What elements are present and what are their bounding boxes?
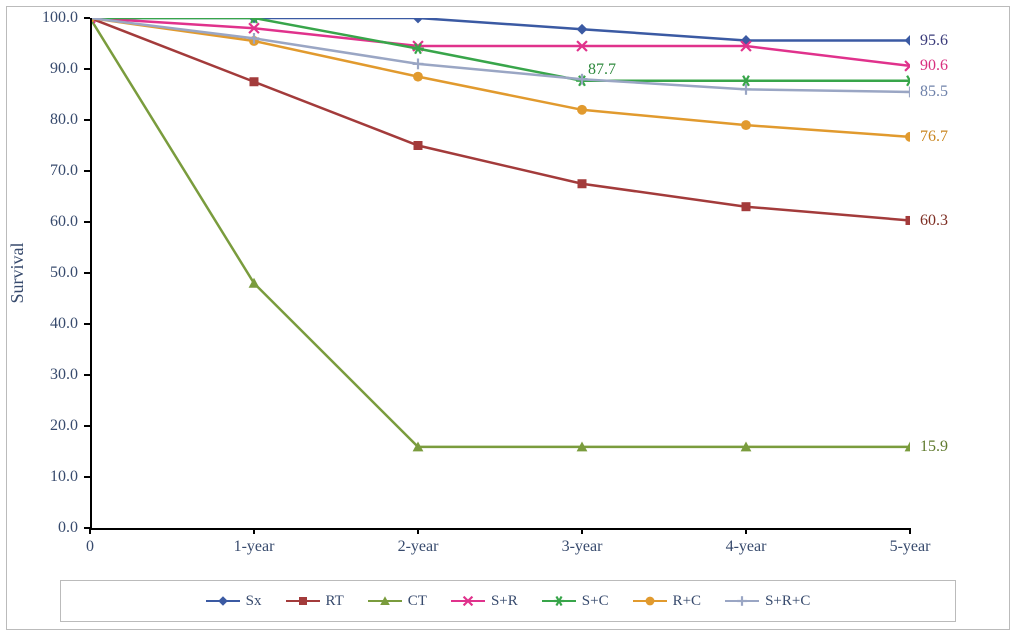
series-marker-Sx — [413, 18, 424, 23]
end-label-Sx: 95.6 — [920, 32, 948, 50]
ytick-label: 10.0 — [0, 468, 78, 486]
ytick — [84, 17, 90, 19]
end-label-RT: 60.3 — [920, 212, 948, 230]
xtick — [253, 528, 255, 534]
legend-item-SC: S+C — [542, 593, 609, 610]
end-label-SRC: 85.5 — [920, 83, 948, 101]
ytick — [84, 272, 90, 274]
ytick-label: 80.0 — [0, 111, 78, 129]
ytick — [84, 323, 90, 325]
end-label-CT: 15.9 — [920, 438, 948, 456]
series-marker-SRC — [413, 59, 424, 70]
legend-label-SR: S+R — [491, 593, 518, 610]
legend-swatch-SR — [451, 594, 485, 608]
y-axis-line — [90, 18, 92, 528]
xtick — [909, 528, 911, 534]
xtick-label: 3-year — [562, 538, 603, 556]
ytick-label: 40.0 — [0, 315, 78, 333]
xtick-label: 2-year — [398, 538, 439, 556]
xtick — [89, 528, 91, 534]
series-marker-Sx — [741, 35, 752, 46]
ytick-label: 60.0 — [0, 213, 78, 231]
legend-label-Sx: Sx — [246, 593, 262, 610]
xtick-label: 0 — [86, 538, 94, 556]
ytick-label: 100.0 — [0, 9, 78, 27]
xtick-label: 1-year — [234, 538, 275, 556]
ytick — [84, 170, 90, 172]
legend-label-RT: RT — [326, 593, 344, 610]
end-label-RC: 76.7 — [920, 128, 948, 146]
ytick — [84, 68, 90, 70]
series-marker-RT — [414, 141, 423, 150]
series-marker-RC — [741, 120, 751, 130]
series-line-CT — [90, 18, 910, 447]
series-marker-SC — [904, 76, 910, 86]
series-marker-SRC — [905, 87, 910, 98]
series-marker-RT — [742, 202, 751, 211]
ytick — [84, 476, 90, 478]
ytick — [84, 119, 90, 121]
ytick-label: 90.0 — [0, 60, 78, 78]
series-marker-SRC — [577, 74, 588, 85]
series-marker-Sx — [577, 24, 588, 35]
legend-item-SR: S+R — [451, 593, 518, 610]
series-marker-SRC — [741, 84, 752, 95]
end-label-SC: 87.7 — [588, 61, 616, 79]
legend-label-SC: S+C — [582, 593, 609, 610]
legend-item-RC: R+C — [633, 593, 701, 610]
series-marker-RC — [413, 72, 423, 82]
legend-label-SRC: S+R+C — [765, 593, 810, 610]
legend-swatch-RC — [633, 594, 667, 608]
legend-swatch-Sx — [206, 594, 240, 608]
ytick-label: 70.0 — [0, 162, 78, 180]
legend-item-RT: RT — [286, 593, 344, 610]
series-marker-RT — [906, 216, 911, 225]
series-marker-RC — [577, 105, 587, 115]
chart-container: Survival SxRTCTS+RS+CR+CS+R+C 0.010.020.… — [0, 0, 1014, 636]
legend-label-CT: CT — [408, 593, 427, 610]
legend: Sx RT CT S+R S+C R+C S+R+C — [60, 580, 956, 622]
series-line-RC — [90, 18, 910, 137]
xtick-label: 4-year — [726, 538, 767, 556]
series-marker-RC — [905, 132, 910, 142]
series-marker-RT — [250, 77, 259, 86]
series-marker-Sx — [905, 35, 910, 46]
series-line-Sx — [90, 18, 910, 40]
ytick-label: 30.0 — [0, 366, 78, 384]
legend-item-Sx: Sx — [206, 593, 262, 610]
legend-swatch-SRC — [725, 594, 759, 608]
ytick-label: 50.0 — [0, 264, 78, 282]
legend-label-RC: R+C — [673, 593, 701, 610]
ytick-label: 20.0 — [0, 417, 78, 435]
ytick-label: 0.0 — [0, 519, 78, 537]
plot-area — [90, 18, 910, 528]
series-marker-RT — [578, 179, 587, 188]
series-line-SR — [90, 18, 910, 66]
xtick — [745, 528, 747, 534]
legend-swatch-SC — [542, 594, 576, 608]
ytick — [84, 221, 90, 223]
end-label-SR: 90.6 — [920, 57, 948, 75]
legend-swatch-CT — [368, 594, 402, 608]
xtick-label: 5-year — [890, 538, 931, 556]
x-axis-line — [90, 528, 910, 530]
ytick — [84, 425, 90, 427]
ytick — [84, 374, 90, 376]
legend-swatch-RT — [286, 594, 320, 608]
xtick — [417, 528, 419, 534]
legend-item-SRC: S+R+C — [725, 593, 810, 610]
legend-item-CT: CT — [368, 593, 427, 610]
series-line-RT — [90, 18, 910, 220]
series-layer — [90, 18, 910, 528]
xtick — [581, 528, 583, 534]
